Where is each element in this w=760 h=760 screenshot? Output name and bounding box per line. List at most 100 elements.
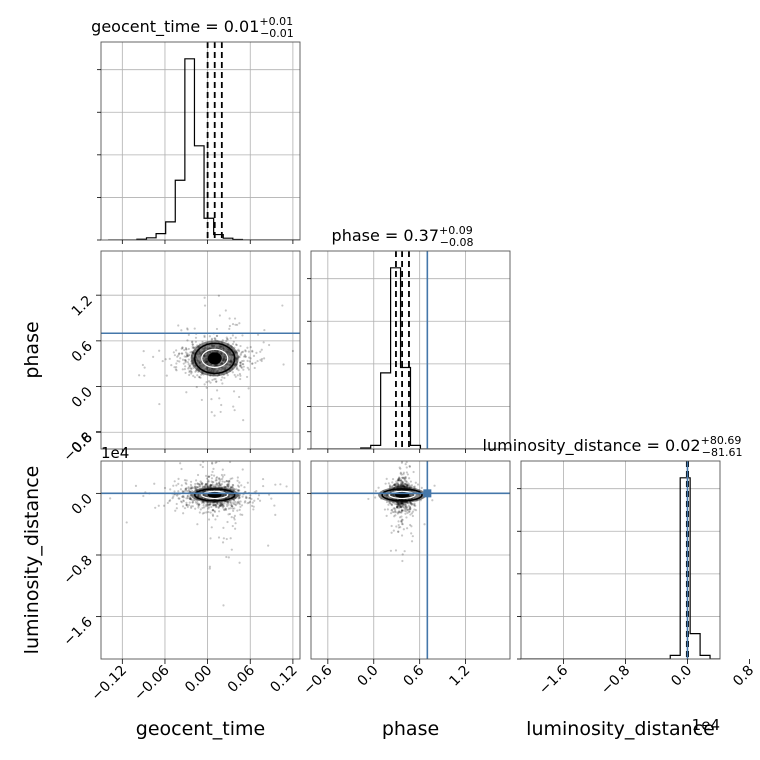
sample-point xyxy=(211,470,214,473)
sample-point xyxy=(411,502,414,505)
sample-point xyxy=(191,345,194,348)
sample-point xyxy=(173,490,176,493)
sample-point xyxy=(398,505,402,509)
x-tick-label-geocent_time: −0.12 xyxy=(88,663,130,705)
sample-point xyxy=(169,499,172,502)
sample-point xyxy=(210,526,213,529)
sample-point xyxy=(411,535,414,538)
sample-point xyxy=(399,471,402,474)
sample-point xyxy=(125,521,128,524)
y-tick-label-luminosity_distance: −1.6 xyxy=(60,614,95,649)
sample-point xyxy=(190,485,193,488)
sample-point xyxy=(402,485,405,488)
sample-point xyxy=(223,480,226,484)
sample-point xyxy=(242,419,245,422)
title-prefix: luminosity_distance = 0.02 xyxy=(483,436,701,456)
sample-point xyxy=(186,495,189,498)
sample-point xyxy=(239,513,242,516)
sample-point xyxy=(274,483,277,486)
sample-point xyxy=(234,527,237,530)
sample-point xyxy=(203,485,207,488)
sample-point xyxy=(219,484,223,487)
sample-point xyxy=(180,484,183,487)
sample-point xyxy=(216,514,219,518)
sample-point xyxy=(218,504,221,508)
sample-point xyxy=(402,505,405,508)
sample-point xyxy=(214,505,218,509)
sample-point xyxy=(413,504,416,507)
sample-point xyxy=(399,484,402,487)
sample-point xyxy=(187,367,190,370)
sample-point xyxy=(227,484,230,487)
sample-point xyxy=(173,366,176,369)
sample-point xyxy=(240,365,243,369)
sample-point xyxy=(393,515,396,518)
sample-point xyxy=(404,502,407,505)
sample-point xyxy=(397,526,400,529)
sample-point xyxy=(402,528,405,531)
sample-point xyxy=(188,489,191,492)
sample-point xyxy=(401,559,404,563)
sample-point xyxy=(388,485,391,488)
sample-point xyxy=(400,502,403,505)
sample-point xyxy=(397,523,400,527)
sample-point xyxy=(225,480,228,483)
sample-point xyxy=(184,358,187,362)
sample-point xyxy=(188,497,191,501)
sample-point xyxy=(186,352,189,355)
sample-point xyxy=(398,503,401,506)
sample-point xyxy=(397,485,401,488)
sample-point xyxy=(400,506,403,509)
sample-point xyxy=(198,511,201,514)
sample-point xyxy=(403,482,407,485)
sample-point xyxy=(388,484,392,487)
sample-point xyxy=(203,511,206,514)
sample-point xyxy=(401,509,404,512)
sample-point xyxy=(200,373,203,376)
sample-point xyxy=(403,506,406,509)
sample-point xyxy=(403,508,407,511)
sample-point xyxy=(408,505,412,509)
sample-point xyxy=(398,503,401,506)
hist-clip-group xyxy=(521,461,720,659)
sample-point xyxy=(197,504,200,508)
y-tick-label-phase: 1.2 xyxy=(69,293,96,320)
sample-point xyxy=(220,378,223,382)
x-tick-label-phase: −0.6 xyxy=(300,662,335,697)
sample-point xyxy=(234,375,237,378)
sample-point xyxy=(194,340,198,343)
sample-point xyxy=(207,510,210,514)
sample-point xyxy=(394,514,397,517)
sample-point xyxy=(404,503,408,506)
sample-point xyxy=(244,349,247,352)
sample-point xyxy=(210,483,213,487)
sample-point xyxy=(410,502,413,505)
sample-point xyxy=(171,496,174,500)
sample-point xyxy=(190,371,193,374)
sample-point xyxy=(213,503,216,506)
sample-point xyxy=(141,363,144,367)
sample-point xyxy=(212,509,215,512)
sample-point xyxy=(203,296,206,299)
panel-frame xyxy=(520,460,721,660)
sample-point xyxy=(233,518,236,521)
sample-point xyxy=(407,453,409,455)
sample-point xyxy=(183,507,187,510)
sample-point xyxy=(251,504,254,507)
sample-point xyxy=(187,347,190,351)
sample-point xyxy=(410,512,414,515)
sample-point xyxy=(208,565,212,568)
sample-point xyxy=(393,483,396,486)
sample-point xyxy=(211,481,214,484)
sample-point xyxy=(396,481,399,485)
sample-point xyxy=(191,489,194,492)
sample-point xyxy=(397,483,400,486)
sample-point xyxy=(239,365,242,368)
sample-point xyxy=(238,561,241,564)
sample-point xyxy=(399,483,403,486)
sample-point xyxy=(187,503,191,507)
sample-point xyxy=(177,354,180,357)
sample-point xyxy=(219,483,222,486)
sample-point xyxy=(236,476,239,479)
sample-point xyxy=(391,510,394,514)
